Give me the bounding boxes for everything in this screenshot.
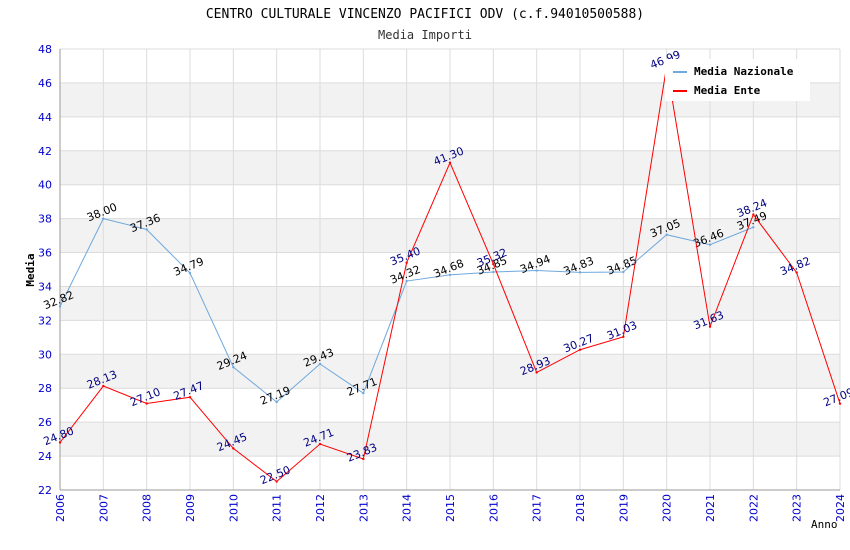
x-tick-label: 2011 [271, 494, 284, 522]
data-point-media-ente [405, 261, 408, 264]
y-tick-label: 22 [38, 484, 52, 497]
y-tick-label: 42 [38, 145, 52, 158]
data-point-media-nazionale [492, 270, 495, 274]
x-tick-label: 2024 [834, 494, 847, 522]
data-point-media-nazionale [448, 273, 452, 277]
chart-title: CENTRO CULTURALE VINCENZO PACIFICI ODV (… [206, 7, 644, 22]
x-axis-label: Anno [811, 518, 838, 531]
data-point-media-ente [622, 335, 625, 339]
y-tick-label: 36 [38, 247, 52, 260]
y-tick-label: 34 [38, 280, 52, 293]
x-tick-label: 2010 [227, 494, 240, 522]
data-label-media-ente: 34.82 [778, 254, 812, 278]
data-point-media-nazionale [188, 271, 192, 275]
x-tick-label: 2013 [357, 494, 370, 522]
y-tick-label: 26 [38, 416, 52, 429]
x-tick-label: 2023 [791, 494, 804, 522]
data-point-media-nazionale [622, 270, 625, 274]
data-point-media-nazionale [318, 362, 322, 366]
data-point-media-ente [448, 161, 452, 164]
y-tick-label: 44 [38, 111, 52, 124]
data-point-media-ente [708, 325, 712, 328]
data-point-media-ente [102, 384, 105, 388]
data-point-media-ente [275, 480, 278, 483]
data-point-media-nazionale [362, 391, 365, 395]
data-point-media-nazionale [535, 269, 538, 272]
data-point-media-nazionale [275, 400, 278, 404]
x-tick-label: 2018 [574, 494, 587, 522]
data-point-media-ente [492, 262, 495, 266]
legend-box [665, 59, 810, 101]
data-point-media-ente [535, 371, 538, 374]
data-point-media-nazionale [232, 365, 235, 369]
data-point-media-ente [188, 396, 192, 399]
data-label-media-ente: 27.10 [128, 385, 162, 409]
data-point-media-nazionale [145, 228, 148, 231]
data-point-media-nazionale [405, 279, 408, 283]
plot-area: 22 24 26 28 30 32 34 36 38 40 42 44 46 48 2006 2007 2008… [38, 43, 850, 522]
data-point-media-ente [58, 441, 62, 444]
x-tick-label: 2014 [401, 494, 414, 522]
data-point-media-nazionale [578, 271, 582, 274]
y-tick-label: 46 [38, 77, 52, 90]
x-tick-label: 2007 [97, 494, 110, 522]
legend: Media Nazionale Media Ente [665, 59, 810, 101]
y-tick-label: 48 [38, 43, 52, 56]
data-label-media-nazionale: 34.68 [432, 257, 466, 281]
data-label-media-nazionale: 34.79 [172, 255, 206, 279]
x-tick-label: 2009 [184, 494, 197, 522]
data-point-media-ente [578, 348, 582, 351]
x-tick-label: 2022 [747, 494, 760, 522]
data-point-media-ente [838, 402, 842, 405]
x-tick-label: 2012 [314, 494, 327, 522]
data-point-media-nazionale [665, 233, 668, 236]
data-point-media-ente [232, 447, 235, 450]
y-tick-label: 28 [38, 382, 52, 395]
x-tick-label: 2019 [617, 494, 630, 522]
data-point-media-ente [362, 457, 365, 461]
data-point-media-nazionale [102, 217, 105, 220]
y-tick-label: 38 [38, 213, 52, 226]
data-label-media-nazionale: 34.94 [518, 252, 552, 276]
y-tick-label: 30 [38, 348, 52, 361]
x-tick-label: 2021 [704, 494, 717, 522]
chart-subtitle: Media Importi [378, 28, 472, 42]
y-tick-label: 32 [38, 314, 52, 327]
data-point-media-nazionale [752, 226, 755, 229]
legend-label-media-ente: Media Ente [694, 84, 761, 97]
y-tick-label: 24 [38, 450, 52, 463]
legend-label-media-nazionale: Media Nazionale [694, 65, 794, 78]
data-label-media-nazionale: 34.83 [562, 254, 596, 278]
data-label-media-ente: 27.09 [822, 385, 850, 409]
y-tick-label: 40 [38, 179, 52, 192]
data-point-media-nazionale [58, 305, 62, 308]
data-label-media-ente: 22.50 [258, 463, 292, 487]
data-point-media-ente [752, 213, 755, 216]
data-point-media-ente [145, 402, 148, 405]
data-point-media-ente [318, 442, 322, 446]
y-axis-label: Media [24, 253, 37, 286]
data-label-media-ente: 30.27 [562, 332, 596, 356]
data-label-media-nazionale: 34.85 [605, 254, 639, 278]
data-label-media-ente: 31.03 [605, 319, 639, 343]
x-tick-label: 2017 [531, 494, 544, 522]
x-tick-label: 2006 [54, 494, 67, 522]
x-tick-label: 2015 [444, 494, 457, 522]
x-tick-label: 2020 [661, 494, 674, 522]
data-point-media-nazionale [708, 243, 712, 246]
x-tick-label: 2016 [487, 494, 500, 522]
data-point-media-ente [795, 271, 798, 274]
x-tick-label: 2008 [141, 494, 154, 522]
